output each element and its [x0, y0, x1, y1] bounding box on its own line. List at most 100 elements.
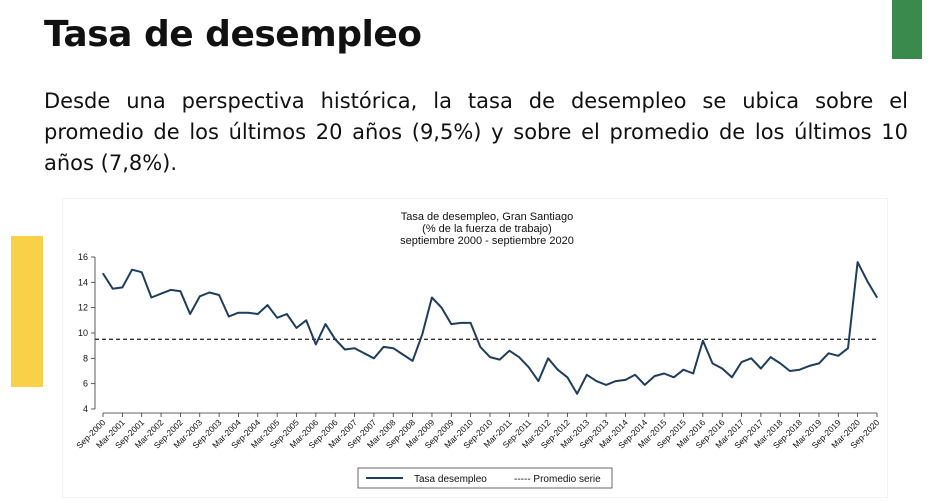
data-point: [537, 380, 539, 382]
data-point: [663, 372, 665, 375]
legend-label-tasa: Tasa desempleo: [414, 474, 487, 485]
body-paragraph: Desde una perspectiva histórica, la tasa…: [44, 89, 908, 175]
unemployment-chart: Tasa de desempleo, Gran Santiago (% de l…: [62, 198, 888, 498]
data-point: [344, 348, 346, 351]
chart-title-line-2: (% de la fuerza de trabajo): [422, 223, 552, 235]
data-point: [499, 359, 501, 361]
data-point: [547, 357, 549, 359]
data-point: [789, 370, 791, 372]
chart-title-line-1: Tasa de desempleo, Gran Santiago: [401, 211, 573, 223]
data-point: [460, 322, 462, 324]
data-point: [170, 289, 172, 291]
data-point: [189, 313, 191, 315]
data-point: [102, 272, 104, 275]
legend: Tasa desempleo ----- Promedio serie: [357, 467, 613, 489]
data-point: [866, 280, 868, 282]
data-point: [566, 376, 568, 378]
data-point: [450, 323, 452, 325]
data-point: [392, 347, 394, 349]
data-point: [324, 323, 327, 325]
legend-box: [357, 467, 613, 489]
data-point: [295, 327, 298, 329]
data-point: [441, 307, 443, 309]
green-accent-bar: [892, 0, 922, 59]
slide-title: Tasa de desempleo: [44, 14, 422, 55]
data-point: [702, 340, 704, 342]
data-point: [382, 346, 385, 348]
chart-title-line-3: septiembre 2000 - septiembre 2020: [400, 235, 574, 247]
data-point: [131, 269, 133, 271]
data-point: [876, 296, 878, 299]
data-point: [528, 366, 530, 368]
data-point: [334, 338, 336, 340]
data-point: [721, 367, 723, 370]
data-point: [673, 376, 675, 378]
y-axis: 4 6 8 10 12 14 16: [78, 252, 96, 414]
data-point: [731, 376, 733, 378]
data-point: [402, 353, 404, 356]
data-point: [247, 312, 249, 314]
data-point: [276, 317, 278, 319]
legend-label-promedio: ----- Promedio serie: [514, 474, 601, 485]
data-point: [828, 352, 830, 354]
y-tick-label: 12: [78, 303, 88, 313]
y-tick-label: 16: [78, 252, 88, 262]
data-point: [769, 356, 772, 358]
data-point: [237, 312, 240, 314]
data-point: [682, 369, 685, 371]
y-tick-label: 6: [83, 379, 88, 389]
data-point: [837, 355, 839, 357]
data-point: [257, 313, 259, 315]
data-point: [644, 384, 646, 386]
data-point: [421, 333, 423, 335]
data-point: [508, 350, 510, 352]
data-point: [228, 315, 230, 318]
data-point: [557, 369, 559, 371]
data-point: [595, 380, 598, 382]
data-point: [518, 356, 520, 358]
data-point: [412, 360, 414, 362]
data-point: [847, 347, 849, 349]
data-point: [586, 374, 588, 376]
data-point: [576, 393, 578, 395]
data-point: [489, 356, 491, 358]
data-point: [799, 369, 801, 371]
data-point: [470, 322, 472, 324]
data-point: [479, 346, 481, 348]
data-point: [692, 372, 694, 375]
data-point: [624, 379, 627, 381]
y-tick-label: 10: [78, 328, 88, 338]
chart-svg: Tasa de desempleo, Gran Santiago (% de l…: [62, 198, 888, 498]
data-point: [353, 347, 356, 349]
data-point: [218, 294, 220, 296]
data-point: [634, 374, 636, 376]
y-tick-label: 4: [83, 404, 88, 414]
data-point: [199, 295, 201, 297]
data-point: [711, 362, 714, 364]
data-point: [760, 367, 762, 370]
data-point: [740, 361, 743, 363]
data-point: [160, 293, 162, 295]
data-point: [615, 380, 617, 382]
data-point: [286, 313, 288, 315]
y-tick-label: 8: [83, 353, 88, 363]
data-point: [808, 365, 810, 367]
data-point: [305, 319, 307, 321]
data-point: [373, 357, 375, 359]
chart-background: [62, 198, 888, 498]
data-point: [750, 357, 752, 359]
data-point: [653, 375, 656, 377]
data-point: [779, 362, 781, 364]
yellow-accent-bar: [11, 236, 43, 387]
data-point: [150, 296, 152, 299]
data-point: [431, 296, 433, 299]
data-point: [208, 291, 211, 294]
plot-lines: [95, 261, 879, 395]
data-point: [141, 271, 143, 273]
y-tick-label: 14: [78, 277, 88, 287]
data-point: [112, 288, 114, 290]
data-point: [857, 261, 859, 263]
data-point: [818, 362, 820, 364]
data-point: [121, 286, 123, 288]
data-point: [315, 343, 317, 345]
